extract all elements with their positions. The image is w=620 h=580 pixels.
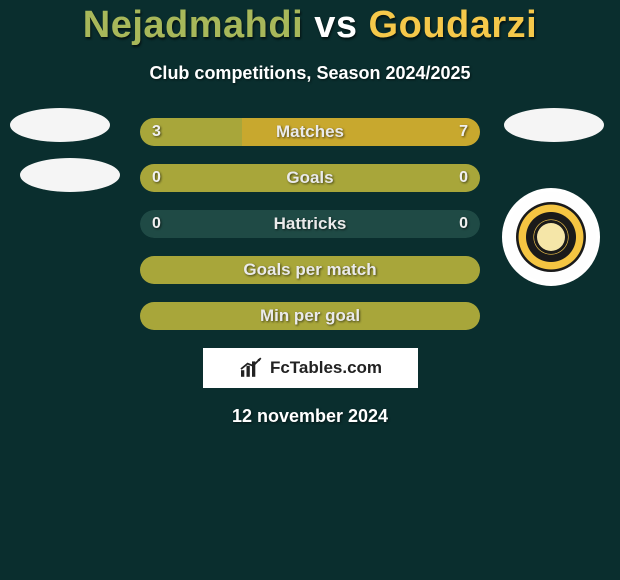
title-player-left: Nejadmahdi [83, 4, 303, 46]
bar-label: Min per goal [140, 302, 480, 330]
brand-box: FcTables.com [203, 348, 418, 388]
player-left-badge [5, 108, 115, 218]
page-title: Nejadmahdi vs Goudarzi [0, 0, 620, 47]
stat-bar-row: 00Goals [140, 164, 480, 192]
bar-label: Goals [140, 164, 480, 192]
date-text: 12 november 2024 [0, 406, 620, 427]
player-right-badge [500, 168, 610, 278]
subtitle: Club competitions, Season 2024/2025 [0, 63, 620, 84]
stat-bar-row: 00Hattricks [140, 210, 480, 238]
club-logo [502, 188, 600, 286]
placeholder-ellipse [504, 108, 604, 142]
stat-bar-row: Min per goal [140, 302, 480, 330]
club-logo-inner [516, 202, 586, 272]
comparison-chart: 37Matches 00Goals 00Hattricks Goals per mat… [0, 118, 620, 427]
bar-label: Matches [140, 118, 480, 146]
title-player-right: Goudarzi [369, 4, 538, 46]
stat-bar-row: 37Matches [140, 118, 480, 146]
bar-label: Hattricks [140, 210, 480, 238]
bar-label: Goals per match [140, 256, 480, 284]
stat-bars: 37Matches 00Goals 00Hattricks Goals per mat… [140, 118, 480, 330]
brand-text: FcTables.com [270, 358, 382, 378]
title-vs-text: vs [314, 4, 357, 46]
placeholder-ellipse [20, 158, 120, 192]
placeholder-ellipse [10, 108, 110, 142]
chart-icon [238, 357, 266, 379]
stat-bar-row: Goals per match [140, 256, 480, 284]
